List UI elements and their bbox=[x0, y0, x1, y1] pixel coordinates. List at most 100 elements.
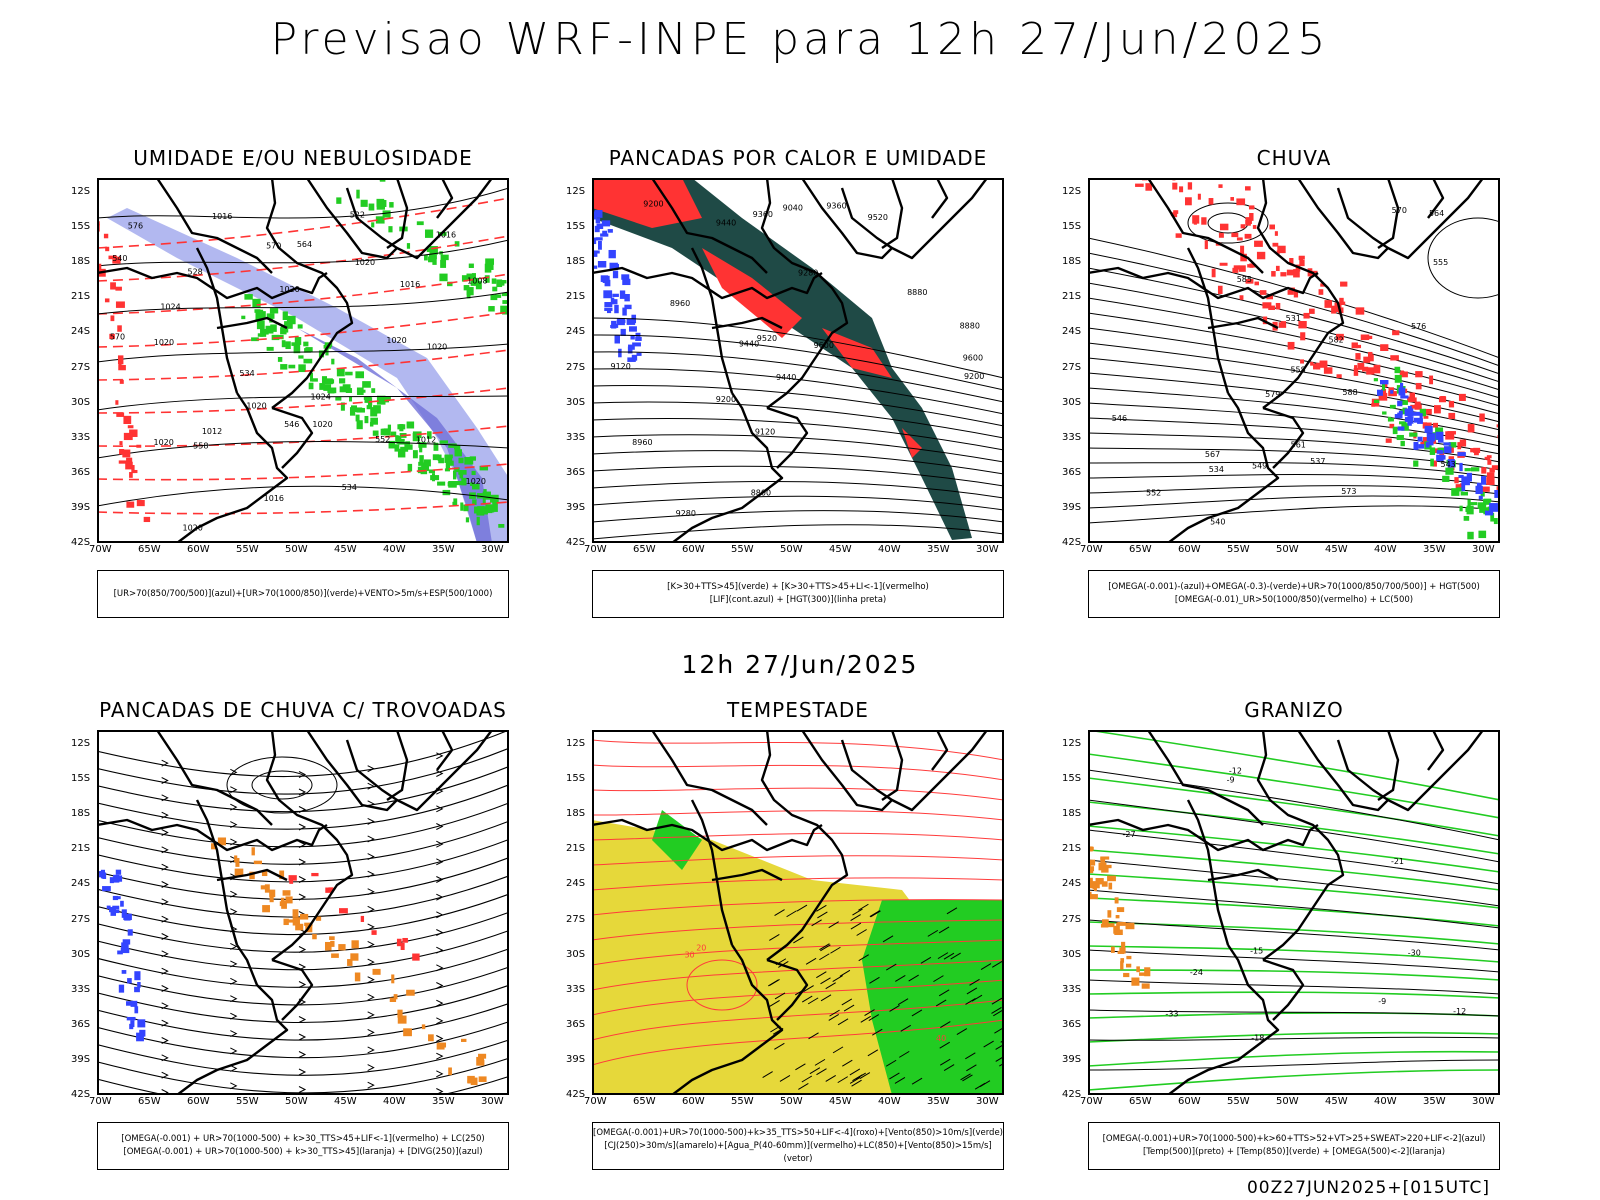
legend-line: [UR>70(850/700/500)](azul)+[UR>70(1000/8… bbox=[113, 588, 493, 599]
contour-label: 522 bbox=[350, 210, 365, 219]
contour-label: 588 bbox=[1342, 388, 1357, 397]
lat-tick-label: 36S bbox=[1062, 1018, 1082, 1030]
lon-tick-label: 70W bbox=[1080, 1096, 1103, 1107]
forecast-time-label: 12h 27/Jun/2025 bbox=[681, 650, 919, 679]
contour-label: 552 bbox=[1146, 488, 1161, 497]
contour-label: 9200 bbox=[964, 372, 984, 381]
contour-label: 1024 bbox=[160, 302, 180, 311]
lon-tick-label: 45W bbox=[334, 1096, 357, 1107]
lon-tick-label: 65W bbox=[138, 544, 161, 555]
lat-tick-label: 12S bbox=[566, 738, 586, 749]
contour-label: -30 bbox=[1408, 948, 1421, 957]
lon-tick-label: 35W bbox=[1423, 544, 1446, 555]
lon-tick-label: 40W bbox=[878, 544, 901, 555]
panel-legend: [OMEGA(-0.001)-(azul)+OMEGA(-0.3)-(verde… bbox=[1088, 570, 1500, 618]
contour-label: 570 bbox=[1392, 206, 1407, 215]
contour-label: 9440 bbox=[776, 373, 796, 382]
lon-tick-label: 45W bbox=[1325, 1096, 1348, 1107]
lat-tick-label: 27S bbox=[71, 913, 91, 925]
lat-tick-label: 15S bbox=[566, 221, 586, 233]
contour-label: 9520 bbox=[868, 213, 888, 222]
lat-tick-label: 12S bbox=[1062, 738, 1082, 749]
contour-label: 9600 bbox=[963, 354, 983, 363]
contour-label: 8960 bbox=[632, 438, 652, 447]
lon-tick-label: 40W bbox=[1374, 544, 1397, 555]
lon-tick-label: 40W bbox=[878, 1096, 901, 1107]
lon-tick-label: 45W bbox=[1325, 544, 1348, 555]
lat-tick-label: 42S bbox=[1062, 1089, 1082, 1100]
lon-tick-label: 30W bbox=[481, 544, 504, 555]
legend-line: [K>30+TTS>45](verde) + [K>30+TTS>45+LI<-… bbox=[667, 582, 929, 592]
contour-label: 540 bbox=[112, 254, 127, 263]
contour-label: 1016 bbox=[436, 231, 456, 240]
lon-tick-label: 50W bbox=[1276, 544, 1299, 555]
contour-label: 1020 bbox=[154, 338, 174, 347]
contour-label: 585 bbox=[1237, 275, 1252, 284]
panel-title: UMIDADE E/OU NEBULOSIDADE bbox=[133, 146, 473, 170]
lat-tick-label: 21S bbox=[1062, 843, 1082, 855]
contour-label: 8880 bbox=[960, 322, 980, 331]
contour-label: 1012 bbox=[202, 427, 222, 436]
lat-tick-label: 39S bbox=[1062, 1053, 1082, 1065]
lon-tick-label: 45W bbox=[334, 544, 357, 555]
contour-label: 579 bbox=[1265, 390, 1280, 399]
lat-tick-label: 36S bbox=[1062, 466, 1082, 478]
contour-label: -27 bbox=[1122, 830, 1135, 839]
contour-label: 1020 bbox=[386, 336, 406, 345]
contour-label: 1020 bbox=[312, 420, 332, 429]
panel-title: GRANIZO bbox=[1244, 698, 1344, 722]
contour-label: 9040 bbox=[783, 204, 803, 213]
contour-label: 30 bbox=[684, 950, 694, 959]
lat-tick-label: 24S bbox=[1062, 878, 1082, 890]
lat-tick-label: 39S bbox=[71, 501, 91, 513]
contour-label: 528 bbox=[187, 267, 202, 276]
lat-tick-label: 27S bbox=[1062, 913, 1082, 925]
contour-label: 537 bbox=[1310, 457, 1325, 466]
contour-label: 20 bbox=[696, 944, 706, 953]
legend-line: [OMEGA(-0.001)+UR>70(1000-500)+k>35_TTS>… bbox=[593, 1127, 1003, 1138]
contour-label: 1020 bbox=[355, 258, 375, 267]
contour-label: 1016 bbox=[212, 212, 232, 221]
contour-label: 546 bbox=[284, 420, 299, 429]
lat-tick-label: 21S bbox=[566, 843, 586, 855]
lat-tick-label: 33S bbox=[71, 983, 91, 995]
lat-tick-label: 18S bbox=[1062, 256, 1082, 268]
lat-tick-label: 42S bbox=[566, 537, 586, 548]
lat-tick-label: 15S bbox=[71, 773, 91, 785]
lat-tick-label: 42S bbox=[71, 537, 91, 548]
panel-legend: [OMEGA(-0.001)+UR>70(1000-500)+k>35_TTS>… bbox=[592, 1122, 1004, 1170]
map-chuva: 588 579 576 582 585 573 570 567 564 561 558 555 552 5… bbox=[1088, 178, 1500, 543]
lat-tick-label: 12S bbox=[1062, 186, 1082, 197]
contour-label: 9200 bbox=[643, 199, 663, 208]
contour-label: 582 bbox=[1328, 335, 1343, 344]
lon-tick-label: 65W bbox=[1129, 1096, 1152, 1107]
lon-tick-label: 30W bbox=[1472, 1096, 1495, 1107]
lon-tick-label: 60W bbox=[187, 1096, 210, 1107]
panel-title: PANCADAS POR CALOR E UMIDADE bbox=[608, 146, 988, 170]
contour-label: 8960 bbox=[670, 299, 690, 308]
lat-tick-label: 36S bbox=[566, 1018, 586, 1030]
lat-tick-label: 21S bbox=[71, 291, 91, 303]
lat-tick-label: 30S bbox=[566, 948, 586, 960]
contour-label: 9200 bbox=[716, 395, 736, 404]
lat-tick-label: 33S bbox=[566, 983, 586, 995]
contour-label: -9 bbox=[1378, 997, 1386, 1006]
contour-label: 564 bbox=[1429, 209, 1444, 218]
lat-tick-label: 27S bbox=[566, 361, 586, 373]
contour-label: 546 bbox=[1112, 414, 1127, 423]
lat-tick-label: 30S bbox=[71, 948, 91, 960]
legend-line: [OMEGA(-0.001) + UR>70(1000-500) + k>30_… bbox=[121, 1134, 485, 1144]
lon-tick-label: 35W bbox=[432, 1096, 455, 1107]
contour-label: 558 bbox=[193, 442, 208, 451]
lon-tick-label: 65W bbox=[138, 1096, 161, 1107]
contour-label: 40 bbox=[936, 1034, 946, 1043]
lon-tick-label: 55W bbox=[236, 1096, 259, 1107]
contour-label: -21 bbox=[1391, 857, 1404, 866]
lon-tick-label: 35W bbox=[927, 1096, 950, 1107]
lon-tick-label: 55W bbox=[1227, 544, 1250, 555]
legend-line: [OMEGA(-0.01)_UR>50(1000/850)(vermelho) … bbox=[1174, 595, 1414, 605]
contour-label: -12 bbox=[1453, 1007, 1466, 1016]
contour-label: 9120 bbox=[610, 362, 630, 371]
lat-tick-label: 18S bbox=[566, 808, 586, 820]
contour-label: 534 bbox=[1209, 465, 1224, 474]
